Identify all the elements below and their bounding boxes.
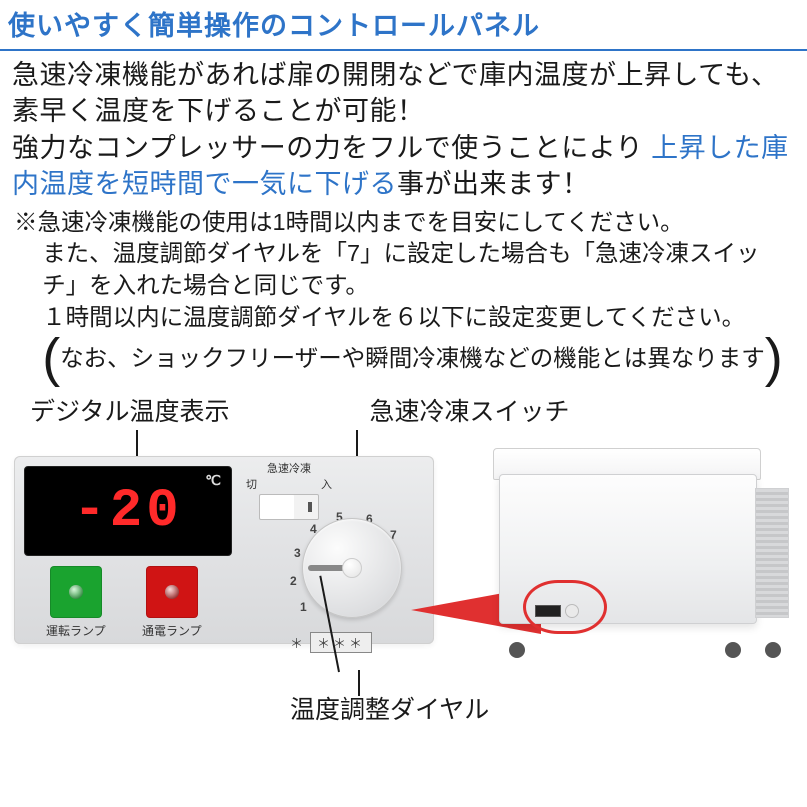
temperature-dial[interactable]: 1 2 3 4 5 6 7 (292, 508, 412, 628)
label-quick-freeze-switch: 急速冷凍スイッチ (370, 392, 570, 428)
run-lamp-led (69, 585, 83, 599)
freezer-foot (509, 642, 525, 658)
frost-box: ＊＊＊ (310, 632, 372, 653)
page-title: 使いやすく簡単操作のコントロールパネル (8, 4, 799, 43)
callout-labels-row: デジタル温度表示 急速冷凍スイッチ (0, 386, 807, 428)
illustration-area: -20 ℃ 急速冷凍 切 入 1 2 3 4 5 6 7 ＊ ＊＊＊ (0, 428, 807, 718)
freezer-foot (765, 642, 781, 658)
title-bar: 使いやすく簡単操作のコントロールパネル (0, 0, 807, 51)
freezer-foot (725, 642, 741, 658)
run-lamp (50, 566, 102, 618)
label-temperature-dial: 温度調整ダイヤル (290, 690, 489, 726)
dial-number-3: 3 (294, 546, 301, 560)
frost-symbol: ＊ (290, 633, 306, 652)
temperature-display: -20 ℃ (24, 466, 232, 556)
note-paren: なお、ショックフリーザーや瞬間冷凍機などの機能とは異なります (60, 343, 765, 374)
body-line-3-tail: 事が出来ます！ (397, 169, 590, 199)
power-lamp-led (165, 585, 179, 599)
note-3: １時間以内に温度調節ダイヤルを６以下に設定変更してください。 (14, 302, 793, 334)
paren-close: ) (765, 334, 783, 383)
body-text: 急速冷凍機能があれば扉の開閉などで庫内温度が上昇しても、素早く温度を下げることが… (0, 51, 807, 205)
note-2: また、温度調節ダイヤルを「7」に設定した場合も「急速冷凍スイッチ」を入れた場合と… (14, 238, 793, 301)
note-paren-row: ( なお、ショックフリーザーや瞬間冷凍機などの機能とは異なります ) (14, 334, 793, 383)
run-lamp-group: 運転ランプ (46, 566, 106, 639)
run-lamp-label: 運転ランプ (46, 622, 106, 639)
switch-label-on: 入 (321, 476, 332, 492)
note-1: ※急速冷凍機能の使用は1時間以内までを目安にしてください。 (14, 209, 684, 235)
label-digital-display: デジタル温度表示 (30, 392, 230, 428)
power-lamp-group: 通電ランプ (142, 566, 202, 639)
freezer-illustration (469, 448, 789, 658)
freezer-vent (755, 488, 789, 618)
control-panel: -20 ℃ 急速冷凍 切 入 1 2 3 4 5 6 7 ＊ ＊＊＊ (14, 456, 434, 644)
body-line-2: 強力なコンプレッサーの力をフルで使うことにより (12, 133, 643, 163)
notes-block: ※急速冷凍機能の使用は1時間以内までを目安にしてください。 また、温度調節ダイヤ… (0, 205, 807, 386)
callout-circle (523, 580, 607, 634)
freezer-feet (469, 640, 789, 658)
temperature-unit: ℃ (205, 473, 221, 490)
body-line-1: 急速冷凍機能があれば扉の開閉などで庫内温度が上昇しても、素早く温度を下げることが… (12, 60, 779, 126)
switch-label-off: 切 (246, 476, 257, 492)
power-lamp-label: 通電ランプ (142, 622, 202, 639)
dial-number-2: 2 (290, 574, 297, 588)
switch-title: 急速冷凍 (244, 460, 334, 476)
dial-number-1: 1 (300, 600, 307, 614)
temperature-value: -20 (73, 481, 182, 542)
paren-open: ( (42, 334, 60, 383)
power-lamp (146, 566, 198, 618)
